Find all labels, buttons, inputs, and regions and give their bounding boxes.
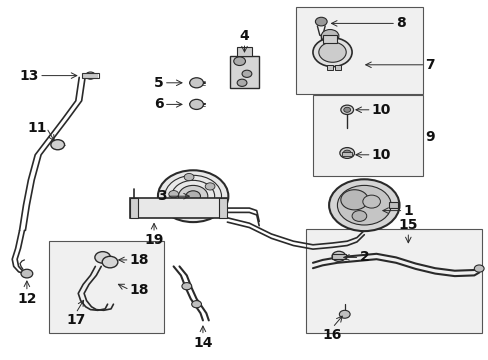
Bar xyxy=(81,73,99,78)
Circle shape xyxy=(242,70,251,77)
Bar xyxy=(322,35,337,43)
Circle shape xyxy=(351,211,366,221)
Circle shape xyxy=(205,183,215,190)
Circle shape xyxy=(337,185,390,225)
Text: 18: 18 xyxy=(129,253,149,267)
Bar xyxy=(326,65,332,70)
Circle shape xyxy=(362,195,380,208)
Circle shape xyxy=(178,185,207,207)
Text: 10: 10 xyxy=(371,148,390,162)
Bar xyxy=(49,241,163,333)
Circle shape xyxy=(315,17,326,26)
Circle shape xyxy=(331,251,345,261)
Text: 16: 16 xyxy=(322,328,342,342)
Circle shape xyxy=(203,206,212,213)
Circle shape xyxy=(51,140,64,150)
Text: 11: 11 xyxy=(27,121,46,135)
Circle shape xyxy=(340,105,353,114)
Circle shape xyxy=(473,265,483,272)
Bar xyxy=(83,73,98,78)
Circle shape xyxy=(95,252,110,263)
Text: 7: 7 xyxy=(425,58,434,72)
Circle shape xyxy=(321,30,338,42)
Text: 4: 4 xyxy=(239,29,249,43)
Bar xyxy=(129,198,138,218)
Circle shape xyxy=(312,38,351,67)
Circle shape xyxy=(339,310,349,318)
Circle shape xyxy=(339,148,354,158)
Circle shape xyxy=(189,99,203,109)
Text: 6: 6 xyxy=(154,98,163,111)
Circle shape xyxy=(185,191,200,202)
Circle shape xyxy=(189,78,203,88)
Circle shape xyxy=(237,79,246,86)
Text: 1: 1 xyxy=(403,204,412,217)
Bar xyxy=(334,65,340,70)
Text: 15: 15 xyxy=(398,218,417,232)
Bar xyxy=(229,56,259,88)
Circle shape xyxy=(85,72,95,79)
Bar xyxy=(237,47,251,56)
Bar xyxy=(388,202,397,208)
Circle shape xyxy=(340,190,367,210)
Text: 5: 5 xyxy=(154,76,163,90)
Text: 18: 18 xyxy=(129,283,149,297)
Circle shape xyxy=(328,179,399,231)
Text: 14: 14 xyxy=(193,336,212,350)
Bar xyxy=(312,95,422,176)
Text: 12: 12 xyxy=(17,292,37,306)
Bar xyxy=(218,198,227,218)
Text: 8: 8 xyxy=(395,17,405,30)
Circle shape xyxy=(191,301,201,308)
Text: 10: 10 xyxy=(371,103,390,117)
Circle shape xyxy=(343,107,350,112)
Circle shape xyxy=(318,42,346,62)
Text: 17: 17 xyxy=(66,313,85,327)
Bar xyxy=(331,254,345,259)
Bar xyxy=(295,7,422,94)
Text: 19: 19 xyxy=(144,233,163,247)
Text: 13: 13 xyxy=(20,69,39,82)
Circle shape xyxy=(343,150,350,156)
Circle shape xyxy=(184,174,194,181)
Bar xyxy=(129,198,227,218)
Circle shape xyxy=(182,283,191,290)
Text: 9: 9 xyxy=(425,130,434,144)
Circle shape xyxy=(21,269,33,278)
Text: 2: 2 xyxy=(359,251,368,264)
Circle shape xyxy=(102,256,118,268)
Circle shape xyxy=(158,170,228,222)
Bar xyxy=(305,229,481,333)
Text: 3: 3 xyxy=(156,189,166,203)
Circle shape xyxy=(168,190,178,198)
Circle shape xyxy=(233,57,245,66)
Circle shape xyxy=(180,211,190,218)
Bar xyxy=(342,152,351,156)
